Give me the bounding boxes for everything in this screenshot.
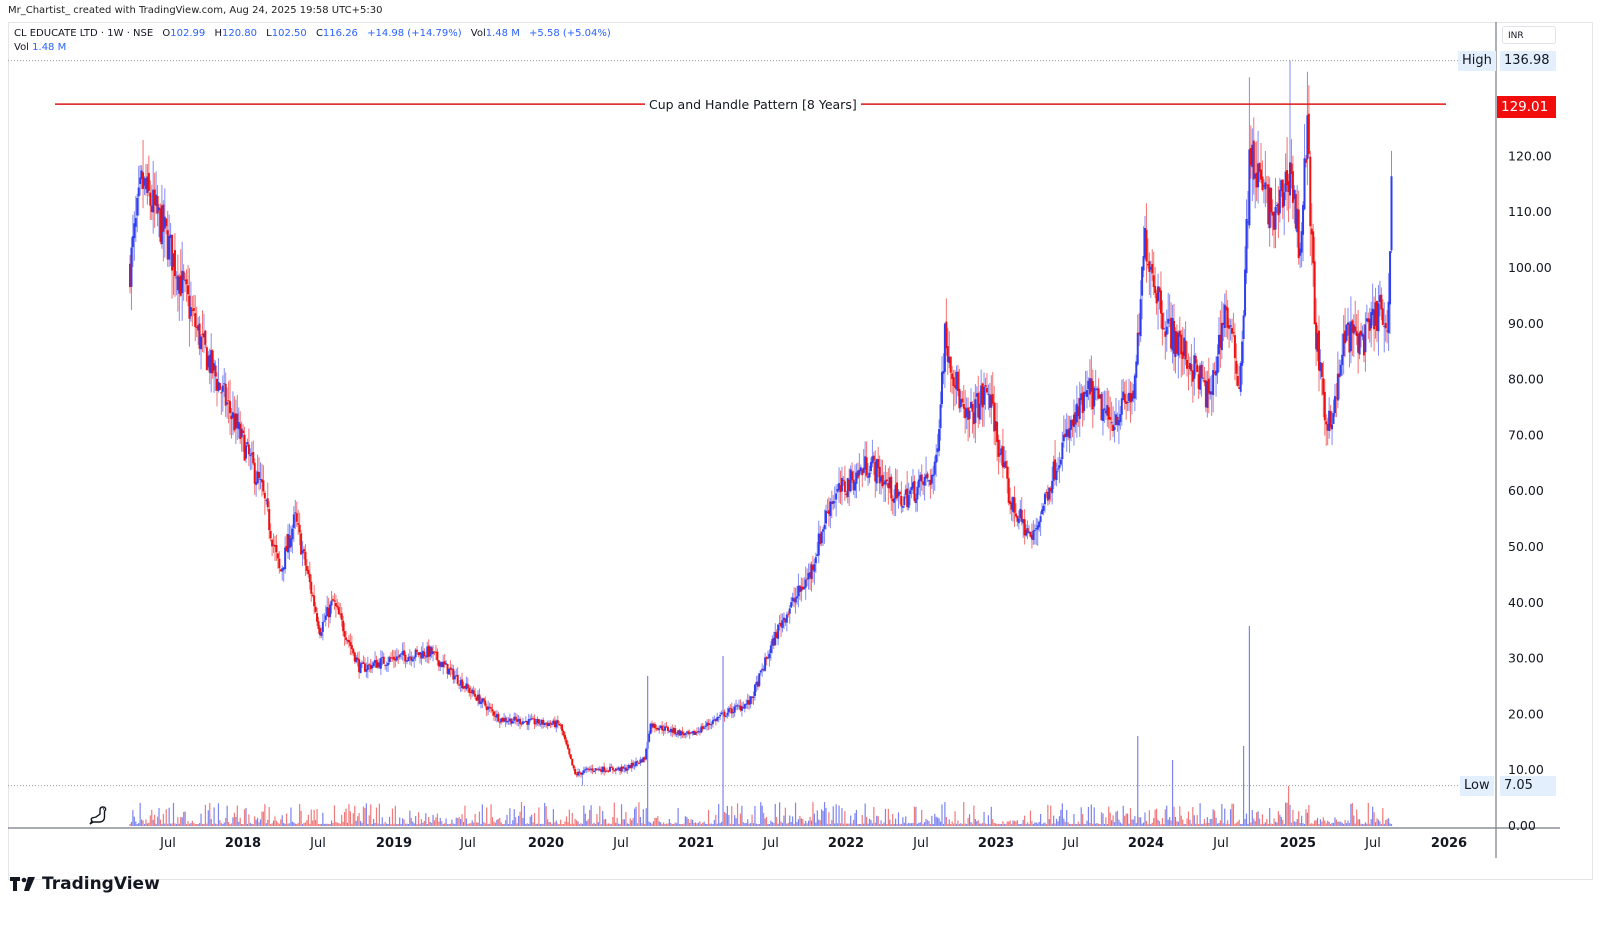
- chart-legend: CL EDUCATE LTD · 1W · NSE O102.99 H120.8…: [14, 27, 611, 54]
- x-tick-label: 2022: [828, 836, 864, 851]
- volume-indicator-value: 1.48 M: [32, 41, 67, 53]
- x-tick-label: 2026: [1431, 836, 1467, 851]
- legend-high-label: H: [214, 28, 222, 39]
- y-tick-label: 80.00: [1508, 372, 1544, 387]
- x-tick-label: Jul: [459, 836, 476, 851]
- y-tick-label: 60.00: [1508, 483, 1544, 498]
- x-tick-label: 2019: [376, 836, 412, 851]
- y-tick-label: 90.00: [1508, 316, 1544, 331]
- legend-low-value: 102.50: [271, 28, 307, 39]
- x-tick-label: Jul: [1364, 836, 1381, 851]
- low-label-tag: Low: [1460, 776, 1494, 796]
- legend-volume-row: Vol 1.48 M: [14, 41, 611, 55]
- legend-close-label: C: [315, 28, 323, 39]
- legend-low-label: L: [266, 28, 272, 39]
- y-tick-label: 100.00: [1508, 260, 1552, 275]
- x-tick-label: 2020: [528, 836, 564, 851]
- y-tick-label: 20.00: [1508, 706, 1544, 721]
- chart-frame: [8, 22, 1593, 880]
- y-tick-label: 110.00: [1508, 204, 1552, 219]
- x-tick-label: Jul: [762, 836, 779, 851]
- x-tick-label: 2021: [678, 836, 714, 851]
- legend-symbol[interactable]: CL EDUCATE LTD · 1W · NSE: [14, 28, 154, 39]
- y-tick-label: 50.00: [1508, 539, 1544, 554]
- x-tick-label: 2025: [1280, 836, 1316, 851]
- x-tick-label: Jul: [159, 836, 176, 851]
- x-tick-label: Jul: [1062, 836, 1079, 851]
- candles: [129, 60, 1393, 786]
- legend-open-value: 102.99: [170, 28, 206, 39]
- x-tick-label: Jul: [612, 836, 629, 851]
- x-tick-label: 2023: [978, 836, 1014, 851]
- x-tick-label: 2018: [225, 836, 261, 851]
- y-tick-label: 70.00: [1508, 427, 1544, 442]
- legend-open-label: O: [162, 28, 171, 39]
- dinosaur-icon[interactable]: [88, 805, 110, 831]
- x-tick-label: 2024: [1128, 836, 1164, 851]
- x-tick-label: Jul: [1212, 836, 1229, 851]
- legend-close-value: 116.26: [322, 28, 358, 39]
- y-tick-label: 30.00: [1508, 651, 1544, 666]
- tradingview-logo-icon: [10, 877, 35, 891]
- chart-credit: Mr_Chartist_ created with TradingView.co…: [8, 5, 383, 16]
- legend-vol-label: Vol: [470, 28, 486, 39]
- volume-indicator-label[interactable]: Vol: [14, 41, 29, 53]
- legend-high-value: 120.80: [221, 28, 257, 39]
- y-tick-label: 10.00: [1508, 762, 1544, 777]
- legend-vol-change: +5.58 (+5.04%): [529, 28, 611, 39]
- tradingview-logo[interactable]: TradingView: [10, 874, 160, 894]
- high-label-tag: High: [1458, 51, 1496, 71]
- legend-vol-value: 1.48 M: [485, 28, 520, 39]
- volume-bars: [129, 626, 1393, 826]
- cup-handle-annotation[interactable]: Cup and Handle Pattern [8 Years]: [645, 97, 861, 112]
- legend-change: +14.98 (+14.79%): [367, 28, 462, 39]
- high-value-tag: 136.98: [1500, 51, 1556, 71]
- y-tick-label: 120.00: [1508, 148, 1552, 163]
- low-value-tag: 7.05: [1500, 776, 1556, 796]
- level-price-tag: 129.01: [1497, 96, 1556, 118]
- x-tick-label: Jul: [309, 836, 326, 851]
- brand-name: TradingView: [42, 874, 160, 894]
- x-tick-label: Jul: [912, 836, 929, 851]
- legend-ohlc-row: CL EDUCATE LTD · 1W · NSE O102.99 H120.8…: [14, 27, 611, 41]
- currency-selector[interactable]: INR: [1502, 26, 1556, 44]
- y-tick-label: 40.00: [1508, 595, 1544, 610]
- y-tick-label: 0.00: [1508, 818, 1536, 833]
